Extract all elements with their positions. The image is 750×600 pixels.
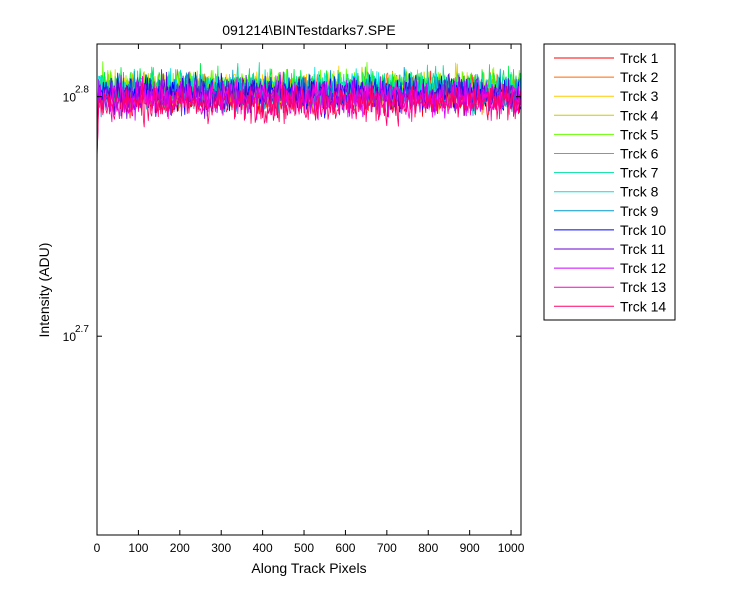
x-tick-label: 500 xyxy=(294,541,314,555)
legend-label: Trck 5 xyxy=(620,126,659,142)
legend-label: Trck 8 xyxy=(620,184,659,200)
y-tick-label: 10 xyxy=(63,91,77,105)
y-tick-label: 10 xyxy=(63,330,77,344)
legend-label: Trck 1 xyxy=(620,50,659,66)
series-layer xyxy=(97,61,521,169)
x-tick-label: 700 xyxy=(377,541,397,555)
legend-label: Trck 11 xyxy=(620,241,665,257)
legend-label: Trck 14 xyxy=(620,298,666,314)
legend-label: Trck 4 xyxy=(620,107,659,123)
legend-label: Trck 6 xyxy=(620,146,659,162)
x-tick-label: 200 xyxy=(170,541,190,555)
plot-area xyxy=(96,43,522,536)
legend-label: Trck 3 xyxy=(620,88,659,104)
x-tick-label: 900 xyxy=(460,541,480,555)
x-tick-label: 800 xyxy=(418,541,438,555)
legend-label: Trck 12 xyxy=(620,260,666,276)
x-tick-label: 100 xyxy=(128,541,148,555)
series-line-13 xyxy=(97,75,521,153)
x-tick-label: 1000 xyxy=(498,541,525,555)
legend-label: Trck 2 xyxy=(620,69,659,85)
chart-title: 091214\BINTestdarks7.SPE xyxy=(222,22,396,38)
y-tick-exponent: 2.7 xyxy=(75,324,89,335)
legend-label: Trck 9 xyxy=(620,203,659,219)
legend-label: Trck 10 xyxy=(620,222,666,238)
x-axis-label: Along Track Pixels xyxy=(251,560,366,576)
legend-label: Trck 7 xyxy=(620,165,659,181)
y-tick-exponent: 2.8 xyxy=(75,85,89,96)
x-axis: 0 100 200 300 400 500 600 700 800 900 1000 xyxy=(94,44,525,555)
x-tick-label: 600 xyxy=(335,541,355,555)
x-tick-label: 400 xyxy=(253,541,273,555)
series-line-14 xyxy=(97,81,521,153)
x-tick-label: 300 xyxy=(211,541,231,555)
y-axis-label: Intensity (ADU) xyxy=(36,243,52,338)
x-tick-label: 0 xyxy=(94,541,101,555)
legend-label: Trck 13 xyxy=(620,279,666,295)
legend: Trck 1 Trck 2 Trck 3 Trck 4 Trck 5 Trck 6 Trck… xyxy=(543,43,676,321)
